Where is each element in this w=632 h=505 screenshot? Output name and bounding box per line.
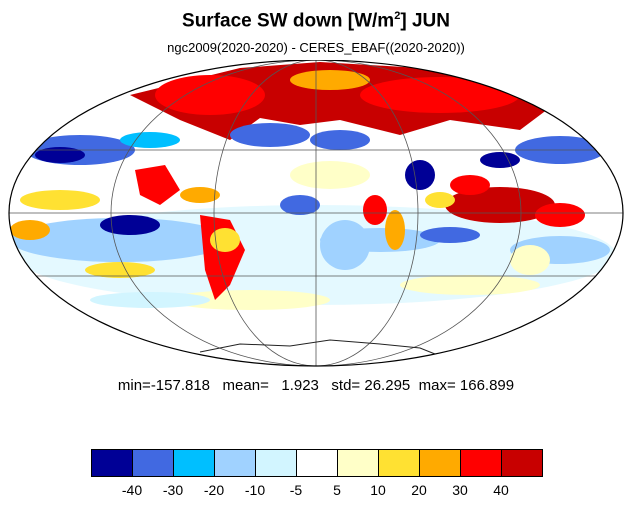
colorbar-tick-label: 10 — [370, 482, 386, 498]
colorbar-box — [460, 449, 502, 477]
colorbar-tick-label: 40 — [493, 482, 509, 498]
map-subtitle: ngc2009(2020-2020) - CERES_EBAF((2020-20… — [167, 40, 465, 55]
colorbar — [91, 449, 543, 477]
colorbar-tick-label: -20 — [203, 482, 225, 498]
statistics-line: min=-157.818 mean= 1.923 std= 26.295 max… — [117, 377, 515, 394]
colorbar-tick-label: -10 — [244, 482, 266, 498]
mollweide-map — [8, 60, 624, 367]
colorbar-box — [419, 449, 461, 477]
colorbar-box — [378, 449, 420, 477]
colorbar-box — [173, 449, 215, 477]
colorbar-box — [501, 449, 543, 477]
colorbar-box — [132, 449, 174, 477]
anomaly-field — [9, 60, 623, 366]
colorbar-tick-label: 20 — [411, 482, 427, 498]
colorbar-box — [255, 449, 297, 477]
colorbar-box — [91, 449, 133, 477]
colorbar-tick-label: 5 — [333, 482, 341, 498]
map-border — [8, 60, 624, 367]
colorbar-tick-label: 30 — [452, 482, 468, 498]
colorbar-box — [296, 449, 338, 477]
map-title: Surface SW down [W/m2] JUN — [182, 10, 450, 32]
colorbar-box — [337, 449, 379, 477]
colorbar-box — [214, 449, 256, 477]
colorbar-tick-label: -5 — [289, 482, 303, 498]
graticule — [9, 60, 623, 366]
colorbar-tick-label: -40 — [121, 482, 143, 498]
colorbar-labels: -40 -30 -20 -10 -5 5 10 20 30 40 — [0, 482, 632, 500]
colorbar-tick-label: -30 — [162, 482, 184, 498]
